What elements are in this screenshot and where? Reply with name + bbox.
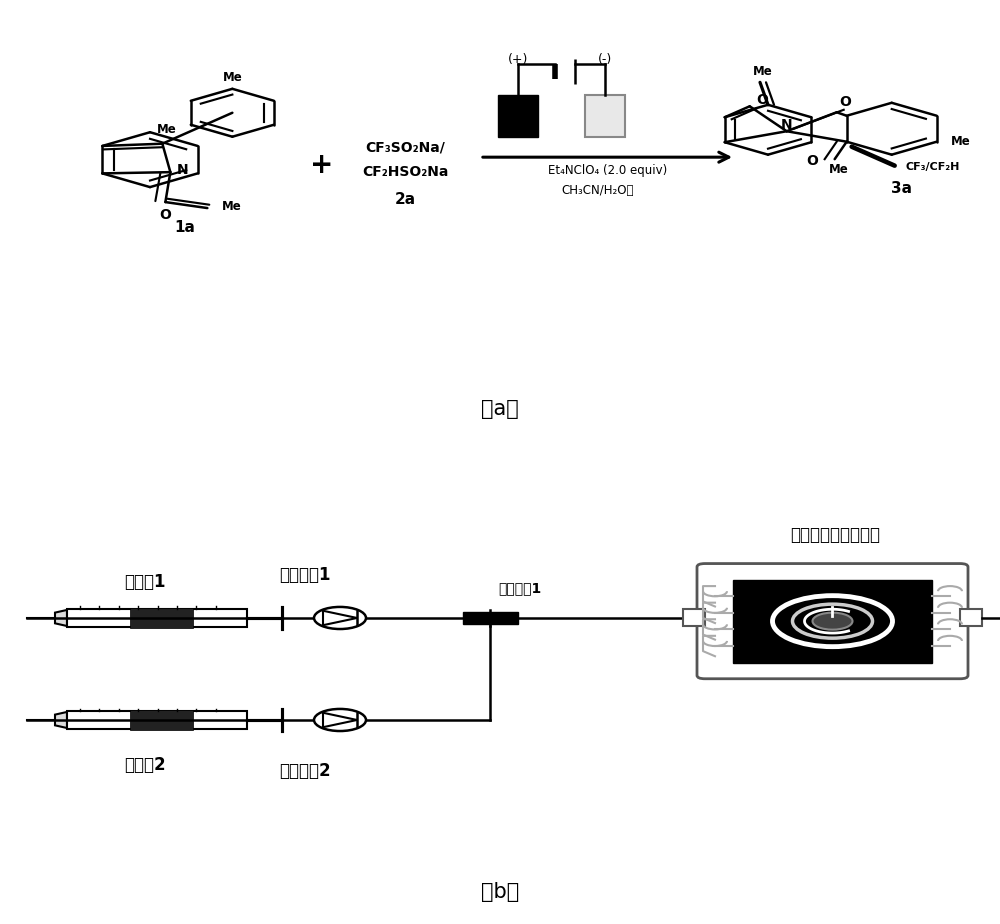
- Bar: [498, 95, 538, 137]
- Polygon shape: [55, 610, 67, 626]
- Text: CF₂HSO₂Na: CF₂HSO₂Na: [362, 165, 448, 179]
- Text: Me: Me: [156, 123, 176, 136]
- Circle shape: [314, 709, 366, 731]
- Text: Et₄NClO₄ (2.0 equiv): Et₄NClO₄ (2.0 equiv): [548, 164, 668, 177]
- Text: Me: Me: [222, 71, 242, 84]
- Bar: [462, 612, 518, 624]
- Text: CF₃/CF₂H: CF₃/CF₂H: [905, 162, 960, 172]
- Circle shape: [792, 604, 873, 638]
- Text: (+): (+): [508, 54, 528, 67]
- Text: +: +: [310, 151, 334, 178]
- Text: 3a: 3a: [891, 181, 912, 196]
- Bar: [585, 95, 625, 137]
- Bar: [960, 610, 982, 626]
- Text: N: N: [177, 164, 188, 177]
- Text: Me: Me: [221, 200, 241, 213]
- Bar: [67, 711, 247, 729]
- Text: 电化学微通道反应装: 电化学微通道反应装: [790, 526, 880, 544]
- Text: Me: Me: [753, 65, 773, 78]
- Text: CF₃SO₂Na/: CF₃SO₂Na/: [365, 140, 445, 154]
- Text: Me: Me: [951, 135, 971, 148]
- Text: 注射器2: 注射器2: [124, 756, 166, 773]
- FancyBboxPatch shape: [697, 564, 968, 679]
- Text: O: O: [756, 93, 768, 107]
- Text: N: N: [781, 118, 793, 132]
- Circle shape: [314, 607, 366, 629]
- Circle shape: [812, 613, 852, 629]
- Text: O: O: [159, 208, 171, 222]
- Polygon shape: [323, 712, 357, 727]
- Polygon shape: [55, 712, 67, 728]
- Text: O: O: [839, 95, 851, 109]
- Text: Me: Me: [829, 163, 849, 176]
- Bar: [733, 579, 932, 663]
- Text: 微混合器1: 微混合器1: [498, 581, 542, 595]
- Circle shape: [772, 596, 892, 647]
- Bar: [67, 609, 247, 626]
- Bar: [130, 711, 193, 730]
- Bar: [683, 610, 705, 626]
- Text: (-): (-): [598, 54, 612, 67]
- Text: 物料进口2: 物料进口2: [279, 762, 331, 780]
- Polygon shape: [323, 611, 357, 626]
- Text: CH₃CN/H₂O，: CH₃CN/H₂O，: [562, 184, 634, 197]
- Text: （b）: （b）: [481, 882, 519, 902]
- Text: 物料进口1: 物料进口1: [279, 566, 331, 585]
- Text: 2a: 2a: [394, 192, 416, 207]
- Text: O: O: [807, 154, 819, 168]
- Text: 注射器1: 注射器1: [124, 573, 166, 590]
- Text: 1a: 1a: [175, 220, 195, 235]
- Text: （a）: （a）: [481, 399, 519, 419]
- Bar: [130, 608, 193, 627]
